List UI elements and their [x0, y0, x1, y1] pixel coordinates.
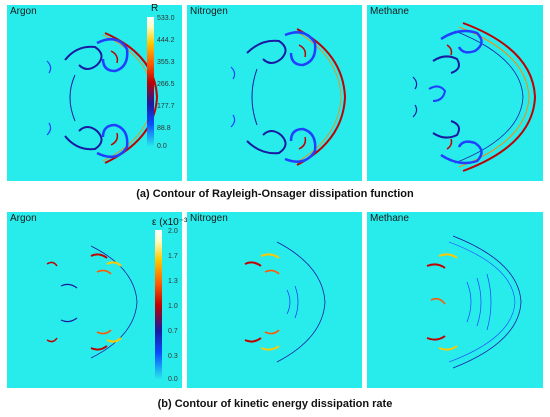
colorbar-r-tick: 266.5 — [157, 81, 175, 88]
panel-label-methane-1: Methane — [370, 6, 409, 17]
colorbar-r-tick: 533.0 — [157, 15, 175, 22]
colorbar-epsilon-tick: 1.7 — [168, 253, 178, 260]
colorbar-epsilon-tick: 0.0 — [168, 376, 178, 383]
nitrogen-kinetic-contour — [244, 241, 326, 363]
argon-panel-rayleigh: Argon — [7, 5, 182, 181]
colorbar-epsilon-tick: 2.0 — [168, 228, 178, 235]
colorbar-epsilon-title: ε (x10⁻³) — [152, 217, 191, 228]
colorbar-r-tick: 444.2 — [157, 37, 175, 44]
panel-label-nitrogen-2: Nitrogen — [190, 213, 228, 224]
nitrogen-rayleigh-contour — [230, 28, 347, 166]
panel-label-methane-2: Methane — [370, 213, 409, 224]
panel-label-argon-1: Argon — [10, 6, 37, 17]
colorbar-epsilon-tick: 1.3 — [168, 278, 178, 285]
colorbar-r-title: R — [151, 3, 159, 14]
panel-label-nitrogen-1: Nitrogen — [190, 6, 228, 17]
colorbar-r-tick: 0.0 — [157, 143, 167, 150]
colorbar-epsilon-tick: 0.7 — [168, 328, 178, 335]
methane-panel-rayleigh: Methane — [367, 5, 543, 181]
colorbar-epsilon-tick: 1.0 — [168, 303, 178, 310]
colorbar-r — [147, 17, 154, 147]
colorbar-epsilon — [155, 230, 162, 380]
argon-rayleigh-contour — [46, 32, 159, 164]
colorbar-r-tick: 355.3 — [157, 59, 175, 66]
caption-b: (b) Contour of kinetic energy dissipatio… — [157, 398, 393, 410]
argon-kinetic-contour — [46, 245, 138, 359]
argon-panel-kinetic: Argon — [7, 212, 182, 388]
caption-a: (a) Contour of Rayleigh-Onsager dissipat… — [136, 188, 414, 200]
colorbar-r-tick: 88.8 — [157, 125, 171, 132]
colorbar-epsilon-tick: 0.3 — [168, 353, 178, 360]
panel-label-argon-2: Argon — [10, 213, 37, 224]
methane-rayleigh-contour — [412, 22, 537, 172]
nitrogen-panel-rayleigh: Nitrogen — [187, 5, 362, 181]
methane-kinetic-contour — [426, 235, 522, 369]
methane-panel-kinetic: Methane — [367, 212, 543, 388]
colorbar-r-tick: 177.7 — [157, 103, 175, 110]
nitrogen-panel-kinetic: Nitrogen — [187, 212, 362, 388]
